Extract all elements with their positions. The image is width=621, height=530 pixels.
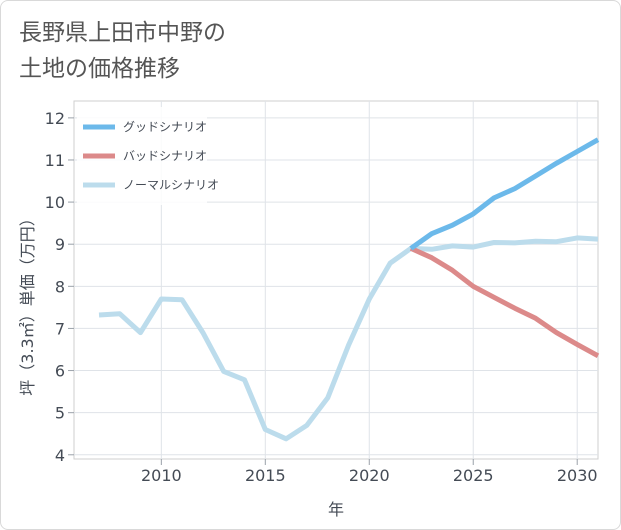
y-tick-label: 5 bbox=[55, 404, 65, 423]
x-axis-title: 年 bbox=[328, 500, 344, 519]
y-axis: 4 5 6 7 8 9 10 11 12 bbox=[45, 109, 74, 465]
legend-label: グッドシナリオ bbox=[123, 120, 207, 134]
series-line bbox=[409, 246, 600, 358]
x-tick-label: 2015 bbox=[245, 466, 286, 485]
y-tick-label: 11 bbox=[45, 151, 65, 170]
series-line bbox=[409, 137, 600, 251]
y-tick-label: 8 bbox=[55, 277, 65, 296]
y-tick-label: 12 bbox=[45, 109, 65, 128]
series-line bbox=[98, 235, 599, 442]
y-tick-label: 9 bbox=[55, 235, 65, 254]
legend-label: バッドシナリオ bbox=[123, 149, 207, 163]
x-tick-label: 2025 bbox=[453, 466, 494, 485]
x-tick-label: 2020 bbox=[349, 466, 390, 485]
y-tick-label: 4 bbox=[55, 446, 65, 465]
y-tick-label: 6 bbox=[55, 362, 65, 381]
series-lines bbox=[98, 137, 600, 442]
legend-label: ノーマルシナリオ bbox=[123, 178, 219, 192]
x-tick-label: 2030 bbox=[557, 466, 598, 485]
x-axis: 2010 2015 2020 2025 2030 bbox=[141, 459, 598, 485]
y-axis-title: 坪（3.3㎡）単価（万円） bbox=[18, 210, 37, 395]
title-line-2: 土地の価格推移 bbox=[19, 56, 180, 82]
x-tick-label: 2010 bbox=[141, 466, 182, 485]
y-tick-label: 10 bbox=[45, 193, 65, 212]
y-tick-label: 7 bbox=[55, 319, 65, 338]
page-title: 長野県上田市中野の 土地の価格推移 bbox=[19, 15, 226, 87]
title-line-1: 長野県上田市中野の bbox=[19, 20, 226, 46]
